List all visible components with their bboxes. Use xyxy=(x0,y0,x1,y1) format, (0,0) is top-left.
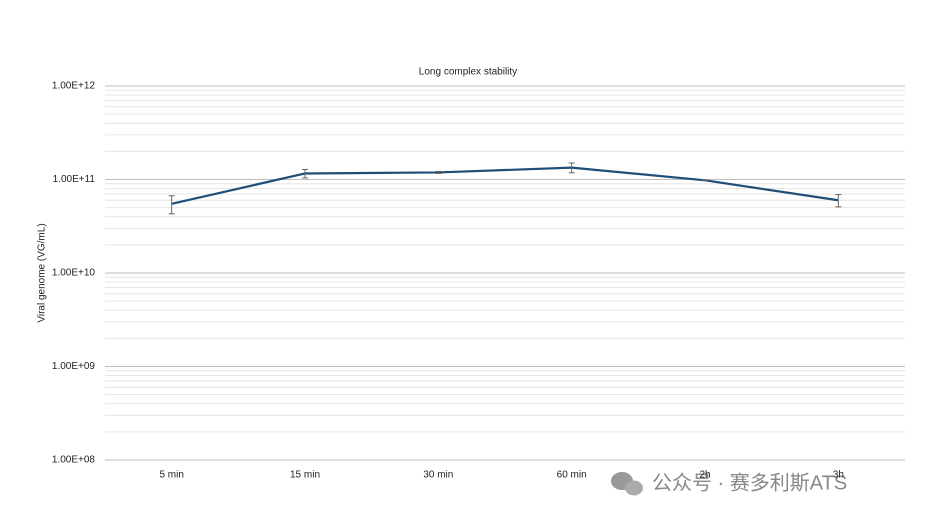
x-tick-label: 15 min xyxy=(290,470,320,481)
y-tick-label: 1.00E+09 xyxy=(52,361,96,372)
chart-title: Long complex stability xyxy=(419,67,517,78)
data-line xyxy=(171,166,839,205)
error-bar xyxy=(168,195,175,215)
y-tick-label: 1.00E+12 xyxy=(52,81,96,92)
y-axis-label: Viral genome (VG/mL) xyxy=(37,223,48,322)
x-tick-label: 30 min xyxy=(423,470,453,481)
error-bar xyxy=(835,194,842,208)
watermark: 公众号 · 赛多利斯ATS xyxy=(652,471,847,494)
x-tick-label: 60 min xyxy=(557,470,587,481)
error-bar xyxy=(702,179,708,182)
y-tick-label: 1.00E+11 xyxy=(53,174,96,185)
x-tick-label: 5 min xyxy=(159,470,183,481)
error-bar xyxy=(302,168,308,179)
error-bar xyxy=(568,162,575,174)
x-tick-label: 3h xyxy=(833,470,844,481)
y-tick-label: 1.00E+10 xyxy=(52,268,96,279)
x-tick-label: 2h xyxy=(699,470,710,481)
error-bar xyxy=(435,170,442,174)
watermark-icon xyxy=(611,472,643,496)
y-tick-label: 1.00E+08 xyxy=(52,455,96,466)
